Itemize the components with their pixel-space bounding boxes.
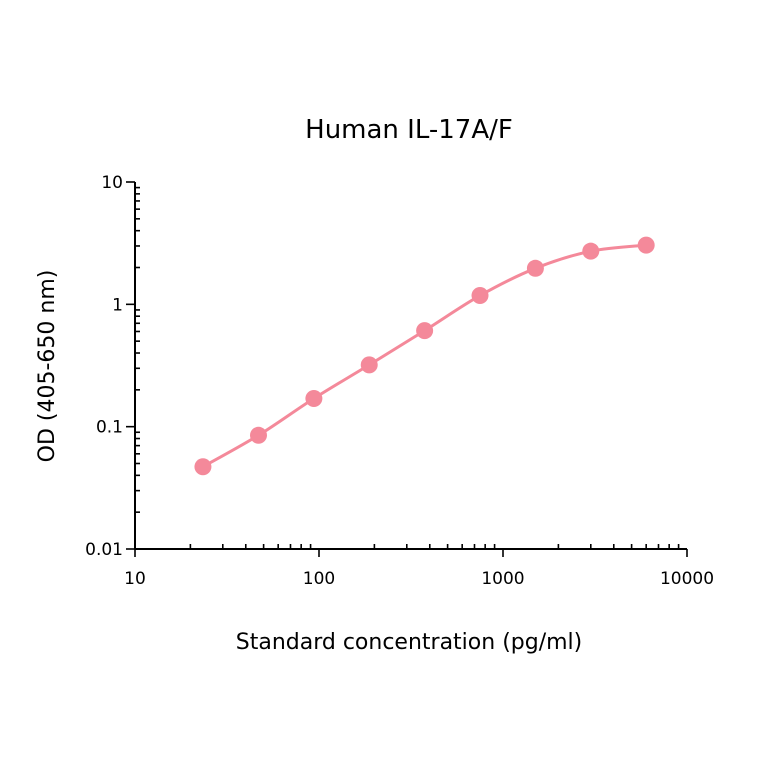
y-tick-label: 0.1 [96,418,123,438]
x-ticks: 10 100 1000 10000 [124,544,714,589]
series-line [202,243,647,469]
y-tick-label: 0.01 [85,540,123,560]
plot-series [194,236,655,476]
data-point [194,458,212,476]
chart-title: Human IL-17A/F [305,115,513,145]
y-ticks: 0.01 0.1 1 10 [85,173,140,560]
x-tick-label: 100 [303,569,335,589]
y-tick-label: 1 [112,295,123,315]
x-tick-label: 1000 [481,569,524,589]
data-point [249,426,267,444]
data-point [471,287,489,305]
data-point [526,259,544,277]
y-tick-label: 10 [101,173,123,193]
x-axis: 10 100 1000 10000 [124,544,714,589]
y-axis: 0.01 0.1 1 10 [85,173,140,560]
data-point [637,236,655,254]
x-tick-label: 10 [124,569,146,589]
y-axis-label: OD (405-650 nm) [35,270,60,463]
data-point [360,356,378,374]
data-point [582,242,600,260]
x-axis-label: Standard concentration (pg/ml) [236,630,583,655]
data-point [305,389,323,407]
x-tick-label: 10000 [660,569,714,589]
data-point [416,322,434,340]
